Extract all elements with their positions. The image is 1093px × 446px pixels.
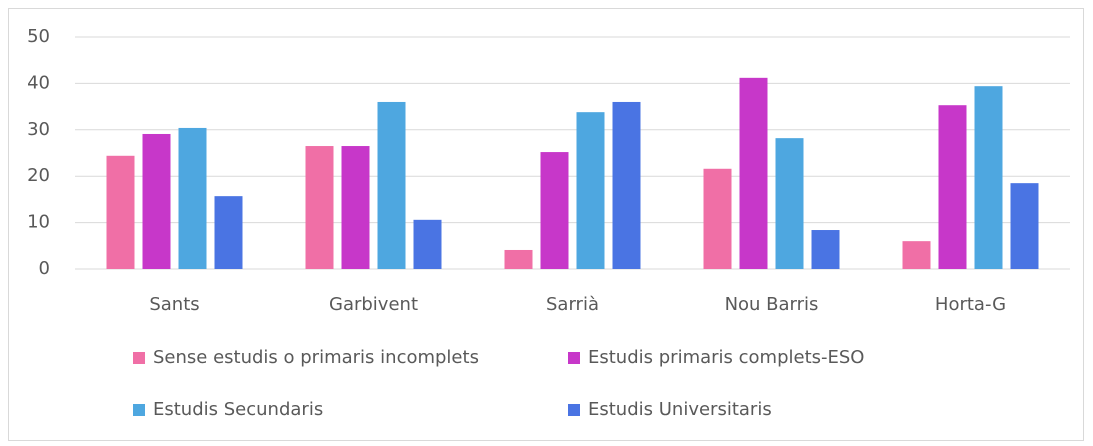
bar: [142, 133, 171, 269]
bar: [214, 196, 243, 269]
bar: [938, 105, 967, 269]
bar: [540, 152, 569, 269]
y-tick-label: 0: [39, 258, 50, 279]
y-tick-label: 40: [27, 72, 50, 93]
bar: [106, 155, 135, 269]
x-tick-label: Garbivent: [329, 294, 418, 315]
legend-swatch: [133, 352, 145, 364]
bar: [305, 146, 334, 269]
bar: [377, 101, 406, 270]
bar: [974, 86, 1003, 270]
bar: [811, 230, 840, 269]
y-tick-label: 20: [27, 165, 50, 186]
bar: [576, 112, 605, 269]
bar: [703, 168, 732, 269]
legend-label: Estudis Secundaris: [153, 399, 323, 420]
y-tick-label: 30: [27, 119, 50, 140]
legend-swatch: [568, 352, 580, 364]
legend-swatch: [568, 404, 580, 416]
y-tick-label: 10: [27, 212, 50, 233]
x-tick-label: Sarrià: [546, 294, 599, 315]
legend-swatch: [133, 404, 145, 416]
bar: [612, 101, 641, 270]
legend-label: Sense estudis o primaris incomplets: [153, 347, 479, 368]
bar: [413, 219, 442, 269]
legend-label: Estudis primaris complets-ESO: [588, 347, 864, 368]
x-tick-label: Sants: [149, 294, 199, 315]
bar: [902, 241, 931, 269]
bar: [775, 138, 804, 269]
y-tick-label: 50: [27, 26, 50, 47]
bar: [1010, 183, 1039, 269]
bar: [341, 146, 370, 269]
x-tick-label: Horta-G: [935, 294, 1006, 315]
legend-label: Estudis Universitaris: [588, 399, 772, 420]
x-tick-label: Nou Barris: [725, 294, 819, 315]
bar: [178, 127, 207, 269]
bar: [739, 77, 768, 269]
bar: [504, 249, 533, 269]
